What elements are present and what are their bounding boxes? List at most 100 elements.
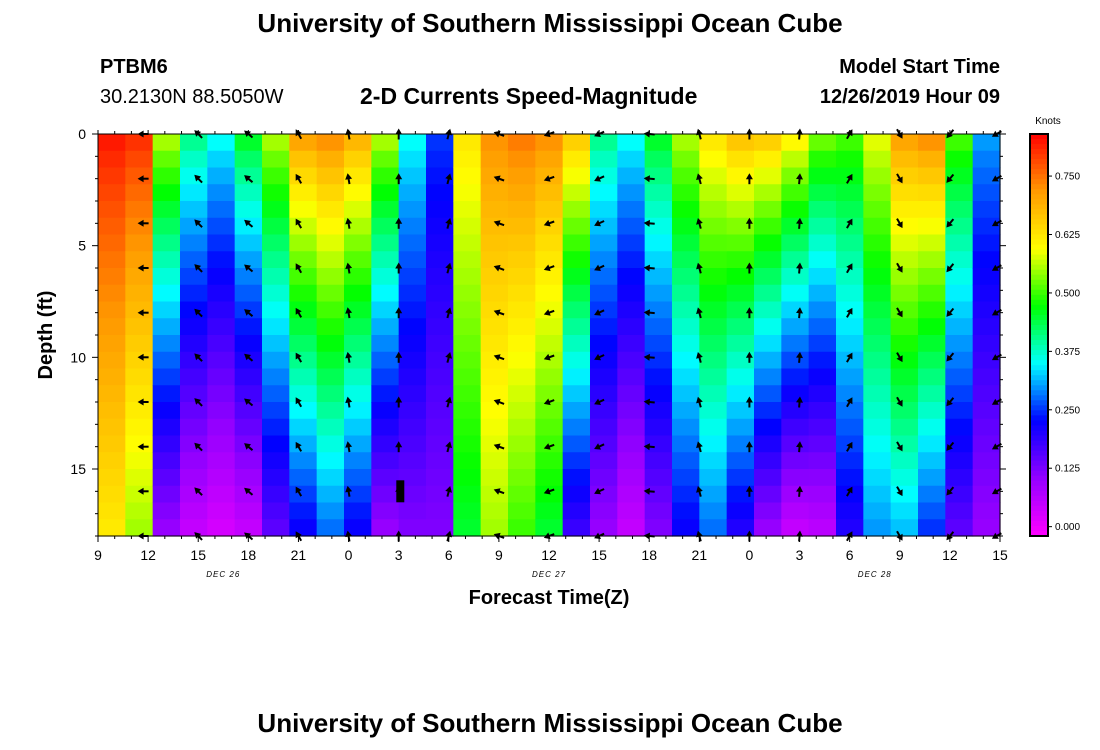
heatmap-cell (808, 284, 837, 303)
heatmap-cell (781, 519, 810, 537)
heatmap-cell (508, 284, 536, 303)
heatmap-cell (808, 469, 837, 487)
heatmap-cell (480, 385, 509, 403)
heatmap-cell (125, 234, 154, 252)
heatmap-cell (98, 318, 126, 336)
current-arrow (643, 309, 655, 317)
heatmap-cell (890, 469, 919, 487)
current-arrow (696, 218, 703, 229)
heatmap-cell (726, 435, 755, 453)
heatmap-cell (890, 385, 919, 403)
heatmap-cell (125, 435, 154, 453)
x-tick-label: 12 (942, 547, 958, 563)
heatmap-cell (316, 167, 345, 185)
heatmap-cell (672, 368, 700, 386)
heatmap-cell (480, 134, 509, 152)
heatmap-cell (890, 452, 919, 470)
heatmap-cell (426, 519, 454, 537)
heatmap-cell (836, 318, 864, 336)
heatmap-cell (98, 418, 126, 437)
heatmap-cell (480, 435, 509, 453)
heatmap-cell (590, 134, 618, 152)
heatmap-cell (453, 435, 482, 453)
heatmap-cell (371, 217, 400, 236)
heatmap-cell (754, 234, 782, 252)
heatmap-cell (535, 150, 564, 169)
heatmap-cell (344, 284, 372, 303)
heatmap-cell (890, 318, 919, 336)
heatmap-cell (344, 318, 372, 336)
heatmap-cell (508, 469, 536, 487)
heatmap-cell (316, 217, 345, 236)
heatmap-cell (398, 335, 427, 353)
heatmap-cell (98, 201, 126, 219)
heatmap-cell (590, 284, 618, 303)
colorbar-segment (1030, 440, 1048, 447)
heatmap-cell (972, 402, 1001, 420)
colorbar-segment (1030, 515, 1048, 522)
heatmap-cell (781, 201, 810, 219)
heatmap-cells (98, 134, 1001, 537)
heatmap-cell (207, 485, 236, 504)
current-arrow (295, 441, 303, 452)
colorbar-segment (1030, 360, 1048, 366)
x-tick: 15 (591, 130, 607, 563)
colorbar-segment (1030, 420, 1048, 426)
x-tick: 18 (241, 130, 256, 563)
current-arrow (345, 441, 353, 453)
heatmap-cell (289, 284, 318, 303)
heatmap-cell (180, 134, 208, 152)
heatmap-cell (344, 418, 372, 437)
heatmap-cell (207, 167, 236, 185)
heatmap-cell (508, 167, 536, 185)
heatmap-cell (535, 485, 564, 504)
current-arrow (846, 441, 853, 452)
heatmap-cell (672, 485, 700, 504)
heatmap-cell (125, 385, 154, 403)
heatmap-cell (836, 469, 864, 487)
x-tick: 15 (190, 130, 206, 563)
colorbar-segment (1030, 455, 1048, 462)
heatmap-cell (398, 318, 427, 336)
heatmap-cell (972, 201, 1001, 219)
heatmap-cell (590, 368, 618, 386)
current-arrow (594, 219, 605, 227)
heatmap-cell (262, 134, 290, 152)
heatmap-cell (644, 469, 673, 487)
heatmap-cell (344, 335, 372, 353)
heatmap-cell (562, 418, 591, 437)
current-arrow (594, 487, 605, 495)
x-tick-label: 12 (140, 547, 156, 563)
heatmap-cell (945, 519, 974, 537)
current-arrow (194, 353, 203, 362)
heatmap-cell (699, 301, 728, 319)
heatmap-cell (289, 335, 318, 353)
heatmap-cell (672, 301, 700, 319)
heatmap-cell (508, 418, 536, 437)
heatmap-cell (453, 184, 482, 202)
current-arrow (445, 396, 452, 408)
heatmap-cell (316, 519, 345, 537)
colorbar-segment (1030, 164, 1048, 170)
colorbar-segment (1030, 375, 1048, 381)
heatmap-cell (726, 418, 755, 437)
heatmap-cell (945, 301, 974, 319)
heatmap-cell (180, 385, 208, 403)
heatmap-cell (972, 268, 1001, 286)
heatmap-cell (398, 268, 427, 286)
heatmap-cell (371, 201, 400, 219)
heatmap-cell (207, 402, 236, 420)
colorbar-segment (1030, 144, 1048, 150)
colorbar-segment (1030, 264, 1048, 271)
heatmap-cell (562, 318, 591, 336)
colorbar-segment (1030, 199, 1048, 205)
y-tick-label: 0 (78, 126, 86, 142)
heatmap-cell (781, 402, 810, 420)
heatmap-cell (699, 368, 728, 386)
heatmap-cell (535, 519, 564, 537)
colorbar-segment (1030, 269, 1048, 276)
heatmap-cell (863, 184, 892, 202)
heatmap-cell (125, 268, 154, 286)
heatmap-cell (289, 385, 318, 403)
x-tick-label: 15 (992, 547, 1008, 563)
